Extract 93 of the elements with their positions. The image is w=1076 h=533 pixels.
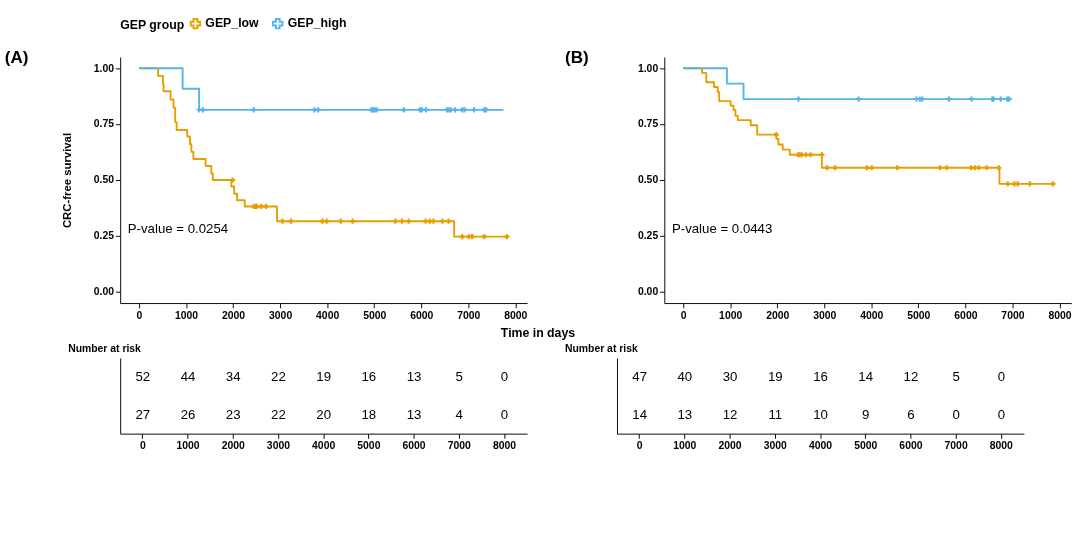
- data-label: 12: [722, 406, 738, 422]
- data-label: 40: [677, 368, 693, 384]
- x-tick-label: 5000: [854, 440, 878, 452]
- legend-label: GEP_low: [205, 16, 260, 31]
- x-tick-label: 8000: [492, 440, 517, 452]
- annotation: P-value = 0.0443: [671, 221, 773, 237]
- data-label: 0: [500, 406, 509, 422]
- x-tick-label: 5000: [357, 440, 381, 452]
- x-tick-label: 3000: [813, 309, 837, 321]
- x-tick-label: 6000: [899, 440, 923, 452]
- data-label: 6: [907, 406, 915, 422]
- annotation: P-value = 0.0254: [127, 221, 229, 237]
- x-tick-label: 8000: [1048, 309, 1072, 321]
- x-tick-label: 0: [136, 309, 143, 321]
- chart-title: (B): [564, 47, 589, 67]
- y-tick-label: 0.25: [93, 230, 115, 242]
- data-label: 0: [997, 368, 1006, 384]
- data-label: 13: [406, 406, 422, 422]
- data-label: 18: [361, 406, 377, 422]
- chart-title: (A): [4, 47, 29, 67]
- x-tick-label: 8000: [989, 440, 1014, 452]
- data-label: 5: [952, 368, 960, 384]
- x-tick-label: 4000: [312, 440, 336, 452]
- x-tick-label: 6000: [402, 440, 426, 452]
- data-label: 9: [862, 406, 870, 422]
- x-tick-label: 7000: [1001, 309, 1025, 321]
- x-tick-label: 1000: [176, 440, 200, 452]
- x-tick-label: 1000: [174, 309, 199, 321]
- x-tick-label: 3000: [266, 440, 291, 452]
- data-label: 52: [135, 368, 151, 384]
- data-label: 44: [180, 368, 196, 384]
- y-tick-label: 0.50: [637, 174, 659, 186]
- x-tick-label: 2000: [718, 440, 742, 452]
- y-tick-label: 1.00: [637, 62, 659, 74]
- data-label: 0: [997, 406, 1006, 422]
- x-tick-label: 0: [680, 309, 687, 321]
- data-label: 14: [632, 406, 647, 422]
- x-tick-label: 7000: [944, 440, 968, 452]
- data-label: 0: [500, 368, 509, 384]
- data-label: 27: [135, 406, 151, 422]
- y-tick-label: 1.00: [93, 62, 115, 74]
- x-tick-label: 0: [139, 440, 146, 452]
- x-tick-label: 2000: [766, 309, 790, 321]
- x-tick-label: 3000: [763, 440, 788, 452]
- data-label: 10: [813, 406, 828, 422]
- x-tick-label: 1000: [673, 440, 697, 452]
- x-tick-label: 3000: [269, 309, 293, 321]
- chart-title: Number at risk: [564, 343, 638, 355]
- x-tick-label: 4000: [860, 309, 884, 321]
- y-tick-label: 0.75: [93, 118, 115, 130]
- x-tick-label: 4000: [316, 309, 340, 321]
- data-label: 26: [180, 406, 196, 422]
- data-label: 5: [455, 368, 463, 384]
- legend-title: GEP group: [120, 17, 185, 32]
- data-label: 47: [632, 368, 647, 384]
- y-tick-label: 0.00: [637, 286, 659, 298]
- x-tick-label: 6000: [410, 309, 434, 321]
- x-tick-label: 1000: [719, 309, 743, 321]
- x-tick-label: 6000: [954, 309, 978, 321]
- data-label: 20: [316, 406, 332, 422]
- data-label: 4: [455, 406, 463, 422]
- data-label: 22: [271, 368, 286, 384]
- data-label: 16: [813, 368, 828, 384]
- data-label: 13: [406, 368, 422, 384]
- data-label: 19: [767, 368, 783, 384]
- legend-label: GEP_high: [287, 16, 347, 31]
- data-label: 22: [271, 406, 286, 422]
- y-tick-label: 0.00: [93, 286, 115, 298]
- chart-title: Number at risk: [68, 343, 142, 355]
- x-tick-label: 5000: [907, 309, 931, 321]
- x-tick-label: 2000: [221, 440, 245, 452]
- x-tick-label: 7000: [457, 309, 481, 321]
- data-label: 0: [952, 406, 960, 422]
- data-label: 14: [858, 368, 874, 384]
- x-tick-label: 8000: [504, 309, 528, 321]
- y-tick-label: 0.25: [637, 230, 659, 242]
- data-label: 23: [225, 406, 241, 422]
- x-tick-label: 7000: [447, 440, 472, 452]
- x-axis-title: Time in days: [500, 326, 576, 341]
- data-label: 34: [225, 368, 241, 384]
- x-tick-label: 2000: [222, 309, 246, 321]
- data-label: 19: [316, 368, 332, 384]
- data-label: 13: [677, 406, 693, 422]
- data-label: 11: [768, 406, 783, 422]
- data-label: 16: [361, 368, 377, 384]
- x-tick-label: 0: [636, 440, 643, 452]
- x-tick-label: 4000: [808, 440, 833, 452]
- y-tick-label: 0.50: [93, 174, 115, 186]
- y-axis-title: CRC-free survival: [61, 132, 74, 229]
- y-tick-label: 0.75: [637, 118, 659, 130]
- data-label: 12: [903, 368, 919, 384]
- x-tick-label: 5000: [363, 309, 387, 321]
- data-label: 30: [722, 368, 738, 384]
